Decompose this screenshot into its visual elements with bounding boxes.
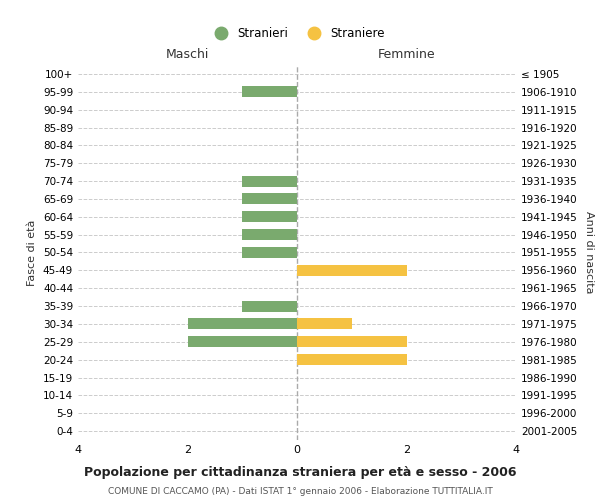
Bar xyxy=(242,247,297,258)
Bar xyxy=(297,354,407,365)
Bar xyxy=(187,318,297,330)
Bar xyxy=(242,229,297,240)
Bar xyxy=(242,300,297,312)
Bar xyxy=(297,318,352,330)
Text: Popolazione per cittadinanza straniera per età e sesso - 2006: Popolazione per cittadinanza straniera p… xyxy=(84,466,516,479)
Text: Femmine: Femmine xyxy=(377,48,436,62)
Bar xyxy=(242,211,297,222)
Legend: Stranieri, Straniere: Stranieri, Straniere xyxy=(204,22,390,44)
Bar xyxy=(242,194,297,204)
Bar xyxy=(242,86,297,98)
Text: Maschi: Maschi xyxy=(166,48,209,62)
Bar xyxy=(297,336,407,347)
Text: COMUNE DI CACCAMO (PA) - Dati ISTAT 1° gennaio 2006 - Elaborazione TUTTITALIA.IT: COMUNE DI CACCAMO (PA) - Dati ISTAT 1° g… xyxy=(107,486,493,496)
Bar xyxy=(242,176,297,186)
Y-axis label: Anni di nascita: Anni di nascita xyxy=(584,211,594,294)
Y-axis label: Fasce di età: Fasce di età xyxy=(28,220,37,286)
Bar xyxy=(297,265,407,276)
Bar xyxy=(187,336,297,347)
